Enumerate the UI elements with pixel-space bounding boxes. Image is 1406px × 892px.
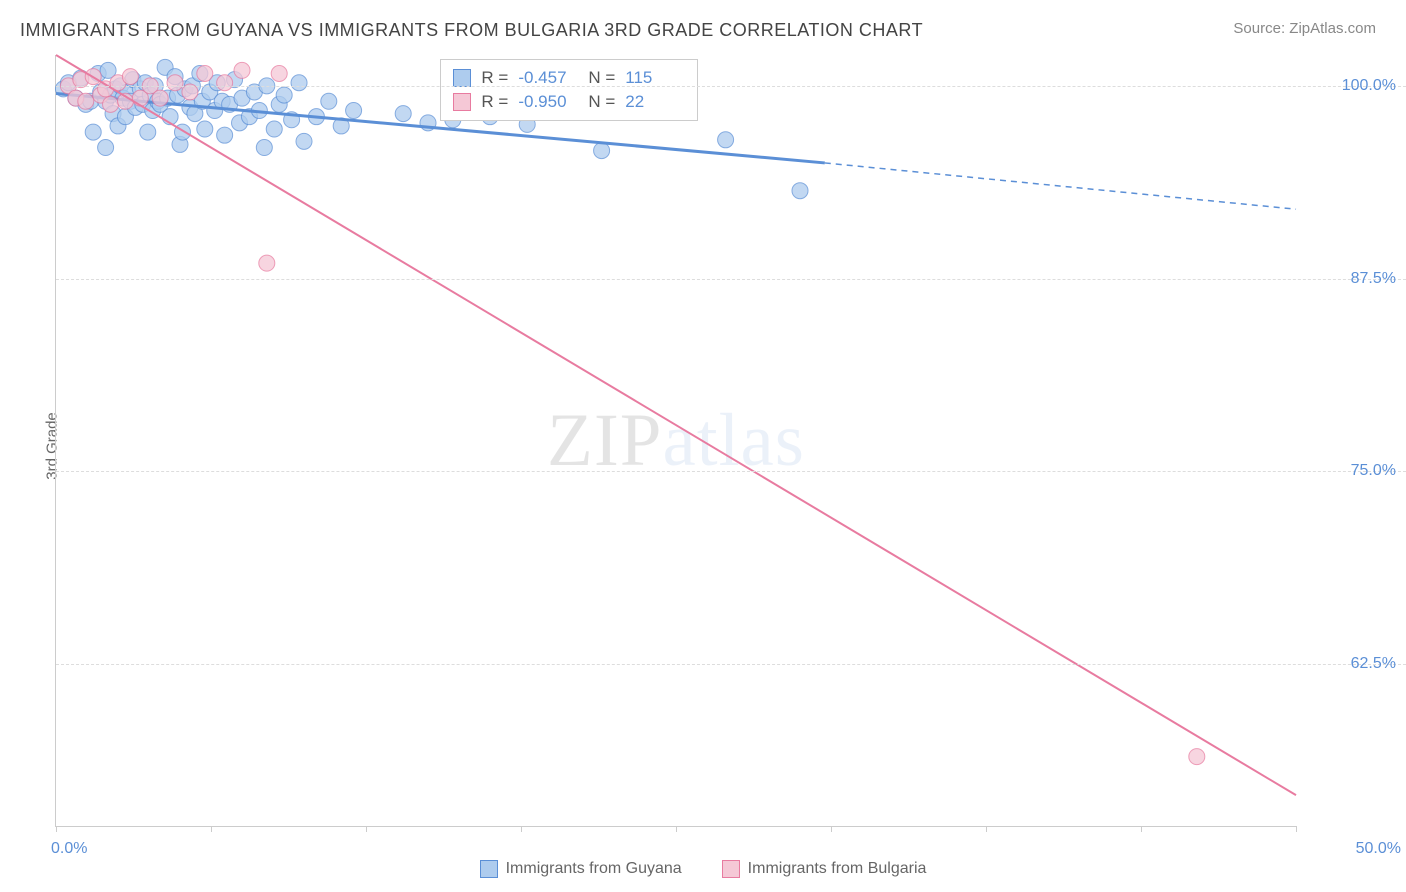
y-tick-label: 100.0% bbox=[1342, 77, 1396, 95]
plot-area: ZIPatlas 0.0% 50.0% R =-0.457N =115R =-0… bbox=[55, 55, 1296, 827]
scatter-point bbox=[234, 62, 250, 78]
plot-svg bbox=[56, 55, 1296, 826]
chart-container: IMMIGRANTS FROM GUYANA VS IMMIGRANTS FRO… bbox=[0, 0, 1406, 892]
x-tick bbox=[211, 826, 212, 832]
scatter-point bbox=[321, 93, 337, 109]
trend-line-dashed bbox=[825, 163, 1296, 209]
x-tick-label-min: 0.0% bbox=[51, 840, 87, 858]
scatter-point bbox=[167, 75, 183, 91]
scatter-point bbox=[217, 127, 233, 143]
legend-item: Immigrants from Bulgaria bbox=[722, 860, 927, 878]
x-tick bbox=[366, 826, 367, 832]
legend-swatch bbox=[480, 860, 498, 878]
scatter-point bbox=[271, 66, 287, 82]
scatter-point bbox=[217, 75, 233, 91]
x-tick bbox=[831, 826, 832, 832]
x-tick bbox=[56, 826, 57, 832]
scatter-point bbox=[1189, 749, 1205, 765]
x-tick bbox=[676, 826, 677, 832]
source-prefix: Source: bbox=[1233, 20, 1289, 37]
legend-swatch bbox=[722, 860, 740, 878]
stats-n-label: N = bbox=[588, 92, 615, 112]
scatter-point bbox=[98, 140, 114, 156]
legend-swatch bbox=[453, 93, 471, 111]
x-tick bbox=[1296, 826, 1297, 832]
stats-r-label: R = bbox=[481, 92, 508, 112]
scatter-point bbox=[346, 103, 362, 119]
scatter-point bbox=[291, 75, 307, 91]
source-name: ZipAtlas.com bbox=[1289, 20, 1376, 37]
bottom-legend: Immigrants from Guyana Immigrants from Bu… bbox=[0, 860, 1406, 878]
legend-swatch bbox=[453, 69, 471, 87]
scatter-point bbox=[152, 90, 168, 106]
x-tick bbox=[1141, 826, 1142, 832]
x-tick bbox=[986, 826, 987, 832]
scatter-point bbox=[140, 124, 156, 140]
y-tick-label: 62.5% bbox=[1351, 655, 1396, 673]
chart-title: IMMIGRANTS FROM GUYANA VS IMMIGRANTS FRO… bbox=[20, 20, 923, 41]
scatter-point bbox=[78, 93, 94, 109]
scatter-point bbox=[256, 140, 272, 156]
legend-item: Immigrants from Guyana bbox=[480, 860, 682, 878]
scatter-point bbox=[718, 132, 734, 148]
scatter-point bbox=[276, 87, 292, 103]
gridline-h bbox=[56, 664, 1406, 665]
y-tick-label: 87.5% bbox=[1351, 270, 1396, 288]
scatter-point bbox=[197, 121, 213, 137]
gridline-h bbox=[56, 471, 1406, 472]
stats-n-value: 22 bbox=[625, 92, 685, 112]
x-tick bbox=[521, 826, 522, 832]
scatter-point bbox=[792, 183, 808, 199]
scatter-point bbox=[85, 124, 101, 140]
scatter-point bbox=[103, 96, 119, 112]
stats-r-value: -0.950 bbox=[518, 92, 578, 112]
scatter-point bbox=[296, 133, 312, 149]
stats-row: R = -0.950 N = 22 bbox=[453, 90, 685, 114]
scatter-point bbox=[197, 66, 213, 82]
x-tick-label-max: 50.0% bbox=[1356, 840, 1401, 858]
legend-label: Immigrants from Guyana bbox=[506, 860, 682, 878]
gridline-h bbox=[56, 279, 1406, 280]
scatter-point bbox=[395, 106, 411, 122]
y-tick-label: 75.0% bbox=[1351, 462, 1396, 480]
scatter-point bbox=[266, 121, 282, 137]
scatter-point bbox=[259, 255, 275, 271]
scatter-point bbox=[594, 143, 610, 159]
legend-label: Immigrants from Bulgaria bbox=[748, 860, 927, 878]
gridline-h bbox=[56, 86, 1406, 87]
stats-legend: R =-0.457N =115R =-0.950N =22 bbox=[440, 59, 698, 121]
scatter-point bbox=[122, 69, 138, 85]
chart-source: Source: ZipAtlas.com bbox=[1233, 20, 1376, 37]
trend-line bbox=[56, 55, 1296, 795]
